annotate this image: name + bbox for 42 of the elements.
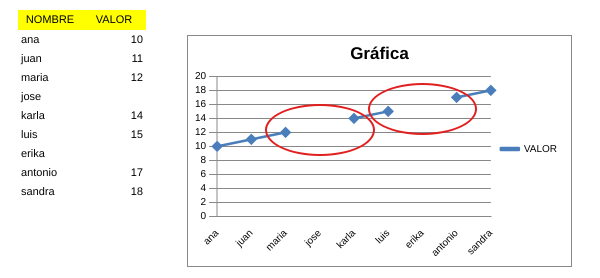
data-label: 11 [130,52,144,66]
data-label: 10 [130,32,144,48]
point [280,127,291,138]
y-tick-label: 0 [200,211,207,222]
category-label: ana [20,32,40,48]
y-tick-label: 4 [200,183,207,194]
data-label: 17 [130,166,144,180]
chart-title: Gráfica [350,44,410,63]
x-tick-label: luis [374,228,392,246]
y-tick-label: 2 [200,197,207,208]
y-tick-label: 14 [195,113,207,124]
point [451,92,462,103]
data-label: 15 [130,128,144,142]
y-tick-label: 6 [200,169,207,180]
category-label: erika [20,146,46,162]
data-label: 18 [130,184,144,200]
category-label: juan [20,52,43,66]
category-label: jose [20,90,42,104]
y-tick-label: 10 [195,141,207,152]
data-label: 14 [130,108,144,124]
legend-label: VALOR [524,144,558,155]
text: VALOR [82,10,146,30]
y-tick-label: 16 [195,99,207,110]
point [246,134,257,145]
x-tick-label: erika [403,228,427,251]
y-tick-label: 20 [195,71,207,82]
x-tick-label: ana [202,228,222,248]
y-tick-label: 8 [200,155,207,166]
category-label: luis [20,128,39,142]
y-tick-label: 18 [195,85,207,96]
point [212,141,222,152]
y-tick-label: 12 [195,127,207,138]
category-label: antonio [20,166,58,180]
category-label: karla [20,108,46,124]
data-label: 12 [130,70,144,86]
point [486,85,496,96]
x-tick-label: jose [302,228,324,250]
category-label: maria [20,70,50,86]
point [382,106,394,117]
category-label: sandra [20,184,56,200]
point [348,113,360,124]
text: NOMBRE [18,10,82,30]
